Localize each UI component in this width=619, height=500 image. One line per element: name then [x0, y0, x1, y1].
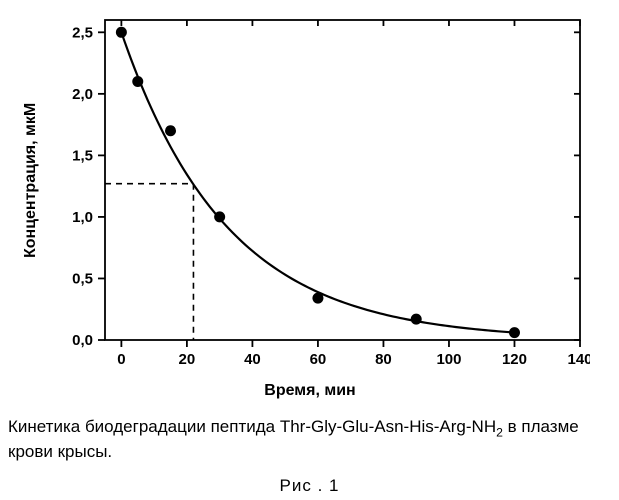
- decay-chart: 0 20 40 60 80 100 120 140 0,0 0,5 1,0 1,5 2,0 2,5: [30, 10, 590, 380]
- svg-text:80: 80: [375, 351, 392, 368]
- svg-text:0,0: 0,0: [72, 332, 93, 349]
- chart-container: Концентрация, мкМ 0204060801001201400,00…: [30, 10, 590, 400]
- svg-text:0,5: 0,5: [72, 270, 93, 287]
- svg-text:20: 20: [179, 351, 196, 368]
- x-axis-title: Время, мин: [30, 382, 590, 400]
- svg-text:40: 40: [244, 351, 261, 368]
- svg-text:100: 100: [436, 351, 461, 368]
- svg-text:120: 120: [502, 351, 527, 368]
- svg-text:2,5: 2,5: [72, 24, 93, 41]
- svg-text:0: 0: [117, 351, 125, 368]
- figure-label: Рис . 1: [0, 476, 619, 496]
- svg-text:140: 140: [567, 351, 590, 368]
- svg-text:60: 60: [310, 351, 327, 368]
- svg-text:2,0: 2,0: [72, 86, 93, 103]
- svg-text:1,0: 1,0: [72, 209, 93, 226]
- figure-caption: Кинетика биодеградации пептида Thr-Gly-G…: [8, 416, 608, 463]
- y-axis-title: Концентрация, мкМ: [22, 102, 40, 257]
- svg-text:1,5: 1,5: [72, 147, 93, 164]
